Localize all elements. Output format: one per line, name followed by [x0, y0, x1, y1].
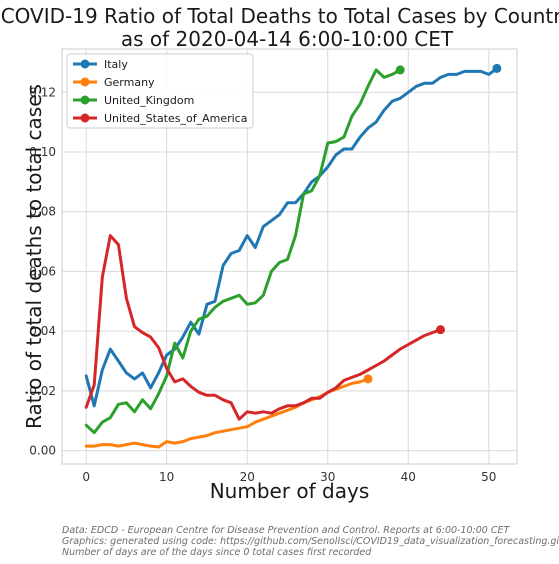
footnote-graphics-credit: Graphics: generated using code: https://…: [62, 536, 559, 547]
x-tick-label: 40: [401, 470, 416, 484]
x-tick-label: 20: [240, 470, 255, 484]
legend-marker-germany: [80, 77, 90, 87]
legend: Italy Germany United_Kingdom United_States_…: [66, 53, 254, 129]
y-tick-label: 0.10: [29, 145, 56, 159]
legend-marker-united-kingdom: [80, 95, 90, 105]
legend-label-germany: Germany: [104, 76, 155, 89]
y-tick-label: 0.12: [29, 85, 56, 99]
x-tick-label: 50: [481, 470, 496, 484]
legend-marker-italy: [80, 59, 90, 69]
series-line-united-states-of-america: [84, 234, 442, 421]
y-tick-label: 0.04: [29, 324, 56, 338]
series-end-marker-italy: [492, 63, 502, 73]
y-axis-label: Ratio of total deaths to total cases: [22, 84, 46, 429]
tick-layer: 0 10 20 30 40 50 0.00 0.02 0.04 0.06 0.08 0.10 0.12: [29, 85, 496, 484]
x-tick-label: 30: [320, 470, 335, 484]
y-tick-label: 0.06: [29, 264, 56, 278]
legend-label-united-kingdom: United_Kingdom: [104, 94, 194, 107]
series-end-marker-united-states-of-america: [435, 325, 445, 335]
y-tick-label: 0.08: [29, 205, 56, 219]
series-end-marker-united-kingdom: [395, 65, 405, 75]
x-tick-label: 10: [159, 470, 174, 484]
x-axis-label: Number of days: [210, 479, 370, 503]
footnote-data-source: Data: EDCD - European Centre for Disease…: [62, 525, 510, 536]
series-layer: [84, 63, 502, 449]
legend-label-united-states-of-america: United_States_of_America: [104, 112, 247, 125]
chart-title-line-1: COVID-19 Ratio of Total Deaths to Total …: [1, 4, 559, 28]
legend-box: [66, 53, 254, 129]
chart-title-line-2: as of 2020-04-14 6:00-10:00 CET: [121, 27, 454, 51]
y-tick-label: 0.00: [29, 444, 56, 458]
series-end-marker-germany: [363, 374, 373, 384]
legend-label-italy: Italy: [104, 58, 128, 71]
series-line-italy: [84, 66, 499, 408]
y-tick-label: 0.02: [29, 384, 56, 398]
footnote-days-note: Number of days are of the days since 0 t…: [62, 547, 372, 558]
legend-marker-united-states-of-america: [80, 113, 90, 123]
series-line-united-kingdom: [84, 68, 402, 435]
x-tick-label: 0: [82, 470, 90, 484]
